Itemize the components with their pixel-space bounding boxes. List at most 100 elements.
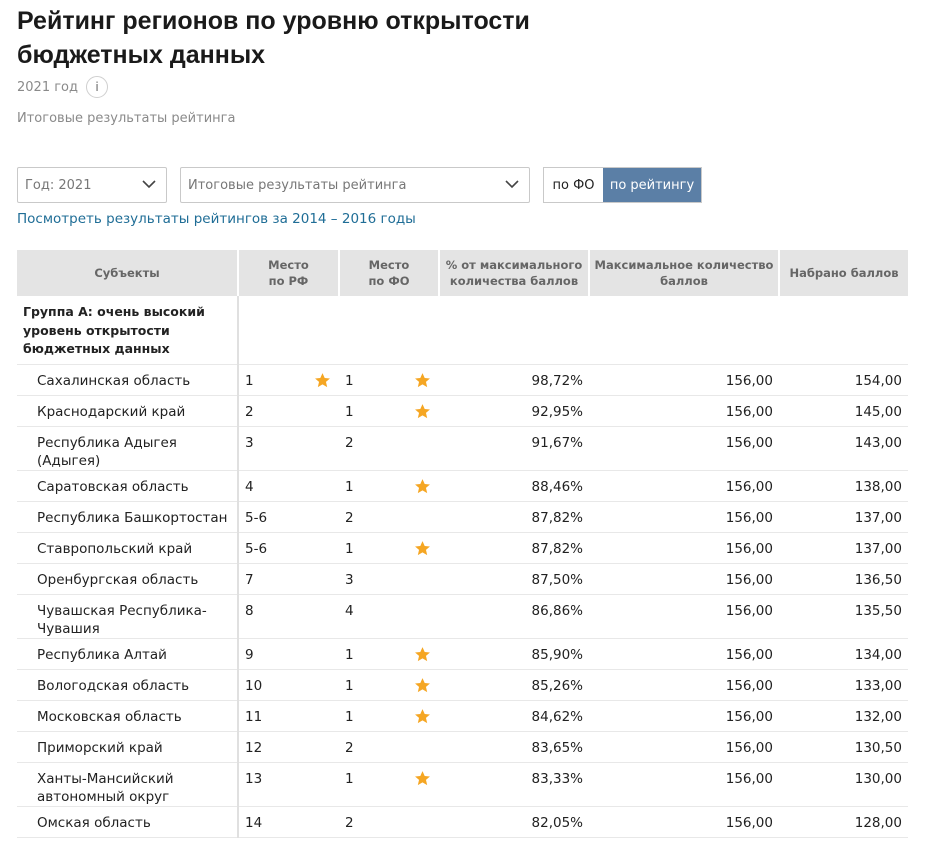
result-type-select[interactable]: Итоговые результаты рейтинга (180, 167, 530, 203)
page-subtitle: Итоговые результаты рейтинга (17, 111, 236, 126)
star-icon (415, 478, 430, 493)
percent-of-max-cell: 91,67% (439, 426, 589, 471)
rank-fo-cell: 1 (339, 638, 439, 670)
region-name-cell: Ставропольский край (17, 532, 239, 564)
region-name: Краснодарский край (37, 403, 186, 420)
rank-rf: 14 (245, 814, 263, 831)
toggle-by-rating-button[interactable]: по рейтингу (603, 168, 701, 202)
region-name-cell: Московская область (17, 700, 239, 732)
table-row[interactable]: Чувашская Республика-Чувашия 8 4 86,86% 156,… (17, 594, 908, 639)
max-score: 156,00 (725, 540, 773, 557)
col-header-rank-fo[interactable]: Место по ФО (339, 250, 440, 296)
percent-of-max: 82,05% (531, 814, 583, 831)
score-cell: 145,00 (779, 395, 908, 427)
region-name: Оренбургская область (37, 571, 199, 588)
col-header-rank-rf[interactable]: Место по РФ (238, 250, 340, 296)
table-row[interactable]: Омская область 14 2 82,05% 156,00 128,00 (17, 806, 908, 838)
score-cell: 136,50 (779, 563, 908, 595)
max-score-cell: 156,00 (589, 638, 779, 670)
rank-rf-cell: 12 (238, 731, 339, 763)
rank-fo-cell: 1 (339, 364, 439, 396)
rank-fo: 1 (345, 708, 354, 725)
year-select[interactable]: Год: 2021 (17, 167, 167, 203)
col-header-text: по ФО (368, 274, 410, 288)
info-icon[interactable]: i (86, 76, 108, 98)
table-row[interactable]: Вологодская область 10 1 85,26% 156,00 133,00 (17, 669, 908, 701)
table-row[interactable]: Сахалинская область 1 1 98,72% 156,00 154,00 (17, 364, 908, 396)
max-score-cell: 156,00 (589, 364, 779, 396)
percent-of-max-cell: 98,72% (439, 364, 589, 396)
rank-fo: 4 (345, 602, 354, 619)
table-row[interactable]: Республика Алтай 9 1 85,90% 156,00 134,00 (17, 638, 908, 670)
star-icon (415, 403, 430, 418)
table-row[interactable]: Краснодарский край 2 1 92,95% 156,00 145,00 (17, 395, 908, 427)
table-row[interactable]: Республика Адыгея (Адыгея) 3 2 91,67% 156,00… (17, 426, 908, 471)
col-header-text: по РФ (268, 274, 309, 288)
rank-rf-cell: 4 (238, 470, 339, 502)
rank-rf: 11 (245, 708, 263, 725)
rank-fo: 1 (345, 478, 354, 495)
rank-rf: 7 (245, 571, 254, 588)
col-header-score[interactable]: Набрано баллов (779, 250, 908, 296)
year-select-value: Год: 2021 (25, 177, 92, 193)
col-header-text: Место (268, 258, 309, 272)
percent-of-max-cell: 87,50% (439, 563, 589, 595)
table-row[interactable]: Ханты-Мансийский автономный округ 13 1 83,3… (17, 762, 908, 807)
max-score-cell: 156,00 (589, 395, 779, 427)
rank-fo: 1 (345, 770, 354, 787)
col-header-text: Максимальное количество (594, 258, 774, 272)
region-name: Сахалинская область (37, 372, 191, 389)
table-row[interactable]: Республика Башкортостан 5-6 2 87,82% 156,00 1… (17, 501, 908, 533)
max-score-cell: 156,00 (589, 594, 779, 639)
rank-fo-cell: 4 (339, 594, 439, 639)
history-results-link[interactable]: Посмотреть результаты рейтингов за 2014 … (17, 211, 416, 227)
percent-of-max: 85,26% (531, 677, 583, 694)
rank-rf-cell: 5-6 (238, 532, 339, 564)
score: 135,50 (854, 602, 902, 619)
score: 137,00 (854, 540, 902, 557)
region-name: Ханты-Мансийский автономный округ (37, 770, 174, 805)
region-name: Республика Алтай (37, 646, 167, 663)
score-cell: 130,50 (779, 731, 908, 763)
percent-of-max: 83,65% (531, 739, 583, 756)
max-score: 156,00 (725, 434, 773, 451)
rank-fo: 1 (345, 677, 354, 694)
table-row[interactable]: Московская область 11 1 84,62% 156,00 132,00 (17, 700, 908, 732)
col-header-max-score[interactable]: Максимальное количество баллов (589, 250, 780, 296)
percent-of-max: 87,82% (531, 509, 583, 526)
table-row[interactable]: Ставропольский край 5-6 1 87,82% 156,00 137,0… (17, 532, 908, 564)
rank-fo: 3 (345, 571, 354, 588)
rank-fo: 1 (345, 403, 354, 420)
col-header-percent[interactable]: % от максимального количества баллов (439, 250, 590, 296)
percent-of-max-cell: 84,62% (439, 700, 589, 732)
region-name-cell: Саратовская область (17, 470, 239, 502)
region-name-cell: Омская область (17, 806, 239, 838)
rank-fo: 1 (345, 372, 354, 389)
col-header-text: % от максимального (445, 258, 583, 272)
rank-fo-cell: 1 (339, 395, 439, 427)
col-header-text: количества баллов (449, 274, 579, 288)
rank-rf-cell: 13 (238, 762, 339, 807)
region-name: Саратовская область (37, 478, 189, 495)
score: 138,00 (854, 478, 902, 495)
percent-of-max-cell: 87,82% (439, 532, 589, 564)
group-row: Группа А: очень высокий уровень открытос… (17, 296, 908, 365)
table-row[interactable]: Приморский край 12 2 83,65% 156,00 130,50 (17, 731, 908, 763)
percent-of-max: 86,86% (531, 602, 583, 619)
rank-rf: 5-6 (245, 540, 268, 557)
max-score: 156,00 (725, 509, 773, 526)
percent-of-max-cell: 82,05% (439, 806, 589, 838)
table-row[interactable]: Саратовская область 4 1 88,46% 156,00 138,00 (17, 470, 908, 502)
rank-fo-cell: 1 (339, 762, 439, 807)
region-name: Республика Адыгея (Адыгея) (37, 434, 177, 469)
percent-of-max-cell: 88,46% (439, 470, 589, 502)
rank-rf-cell: 3 (238, 426, 339, 471)
region-name: Ставропольский край (37, 540, 193, 557)
result-type-select-value: Итоговые результаты рейтинга (188, 177, 407, 193)
max-score: 156,00 (725, 372, 773, 389)
col-header-subject[interactable]: Субъекты (17, 250, 239, 296)
max-score-cell: 156,00 (589, 470, 779, 502)
toggle-by-fo-button[interactable]: по ФО (544, 168, 603, 202)
rank-rf: 3 (245, 434, 254, 451)
table-row[interactable]: Оренбургская область 7 3 87,50% 156,00 136,50 (17, 563, 908, 595)
